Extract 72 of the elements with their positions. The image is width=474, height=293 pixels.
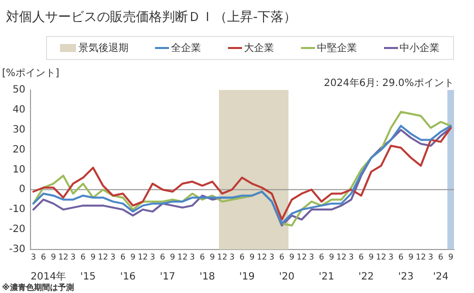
x-tick-label: 9 — [448, 252, 454, 262]
legend-label: 全企業 — [171, 42, 202, 55]
x-tick-label: 9 — [328, 252, 334, 262]
text: '24 — [432, 271, 448, 282]
y-tick-label: -20 — [8, 224, 26, 236]
y-tick-label: 0 — [18, 184, 26, 196]
y-axis-title: [%ポイント] — [2, 68, 60, 79]
x-tick-label: 6 — [318, 252, 324, 262]
x-tick-label: 12 — [58, 252, 68, 262]
y-tick-label: 50 — [12, 84, 26, 96]
legend-label: 中堅企業 — [316, 42, 357, 55]
text: '16 — [120, 271, 136, 282]
text: '15 — [80, 271, 96, 282]
x-tick-label: 9 — [210, 252, 215, 262]
x-tick-label: 12 — [177, 252, 188, 262]
x-tick-label: 9 — [50, 252, 56, 262]
x-tick-label: 9 — [249, 252, 255, 262]
x-tick-label: 6 — [160, 252, 166, 262]
x-tick-label: 9 — [170, 252, 176, 262]
x-tick-label: 6 — [120, 252, 126, 262]
x-tick-label: 3 — [190, 252, 195, 262]
legend-label: 景気後退期 — [78, 42, 128, 55]
x-tick-label: 3 — [269, 252, 274, 262]
x-tick-label: 6 — [40, 252, 46, 262]
text: '19 — [239, 271, 255, 282]
x-tick-label: 9 — [289, 252, 294, 262]
x-tick-label: 3 — [348, 252, 354, 262]
x-tick-label: 12 — [296, 252, 307, 262]
x-tick-label: 12 — [416, 252, 426, 262]
text: '23 — [398, 271, 414, 282]
y-tick-label: 20 — [12, 144, 26, 156]
x-tick-label: 9 — [90, 252, 96, 262]
x-tick-label: 12 — [138, 252, 148, 262]
text: 2024年6月: 29.0%ポイント — [324, 77, 454, 89]
text: '18 — [200, 271, 215, 282]
x-tick-label: 3 — [110, 252, 116, 262]
x-tick-label: 12 — [98, 252, 108, 262]
text: '20 — [279, 271, 295, 282]
x-tick-label: 6 — [239, 252, 245, 262]
text: 2014年 — [30, 270, 66, 282]
chart-title: 対個人サービスの販売価格判断ＤＩ（上昇-下落） — [5, 9, 298, 27]
text: '17 — [160, 271, 176, 282]
x-tick-label: 3 — [308, 252, 314, 262]
x-tick-label: 6 — [279, 252, 284, 262]
legend-label: 大企業 — [244, 42, 274, 55]
x-tick-label: 12 — [336, 252, 347, 262]
x-tick-label: 9 — [368, 252, 374, 262]
text: ※濃青色期間は予測 — [2, 283, 74, 292]
x-tick-label: 12 — [376, 252, 386, 262]
x-tick-label: 6 — [358, 252, 364, 262]
x-tick-label: 6 — [200, 252, 205, 262]
x-tick-label: 9 — [408, 252, 414, 262]
legend-label: 中小企業 — [400, 42, 440, 55]
y-tick-label: -10 — [8, 204, 26, 216]
y-tick-label: 10 — [12, 164, 26, 176]
text: '22 — [358, 271, 374, 282]
x-tick-label: 3 — [70, 252, 76, 262]
x-tick-label: 6 — [80, 252, 86, 262]
x-tick-label: 12 — [256, 252, 267, 262]
y-tick-label: -30 — [8, 244, 26, 255]
x-tick-label: 6 — [438, 252, 444, 262]
y-tick-label: 40 — [12, 104, 26, 116]
x-tick-label: 3 — [150, 252, 156, 262]
text: '21 — [318, 271, 334, 282]
x-tick-label: 9 — [130, 252, 136, 262]
x-tick-label: 3 — [30, 252, 36, 262]
x-tick-label: 12 — [217, 252, 228, 262]
x-tick-label: 6 — [398, 252, 404, 262]
y-tick-label: 30 — [12, 124, 26, 136]
x-tick-label: 3 — [388, 252, 394, 262]
x-tick-label: 3 — [428, 252, 434, 262]
x-tick-label: 3 — [229, 252, 235, 262]
